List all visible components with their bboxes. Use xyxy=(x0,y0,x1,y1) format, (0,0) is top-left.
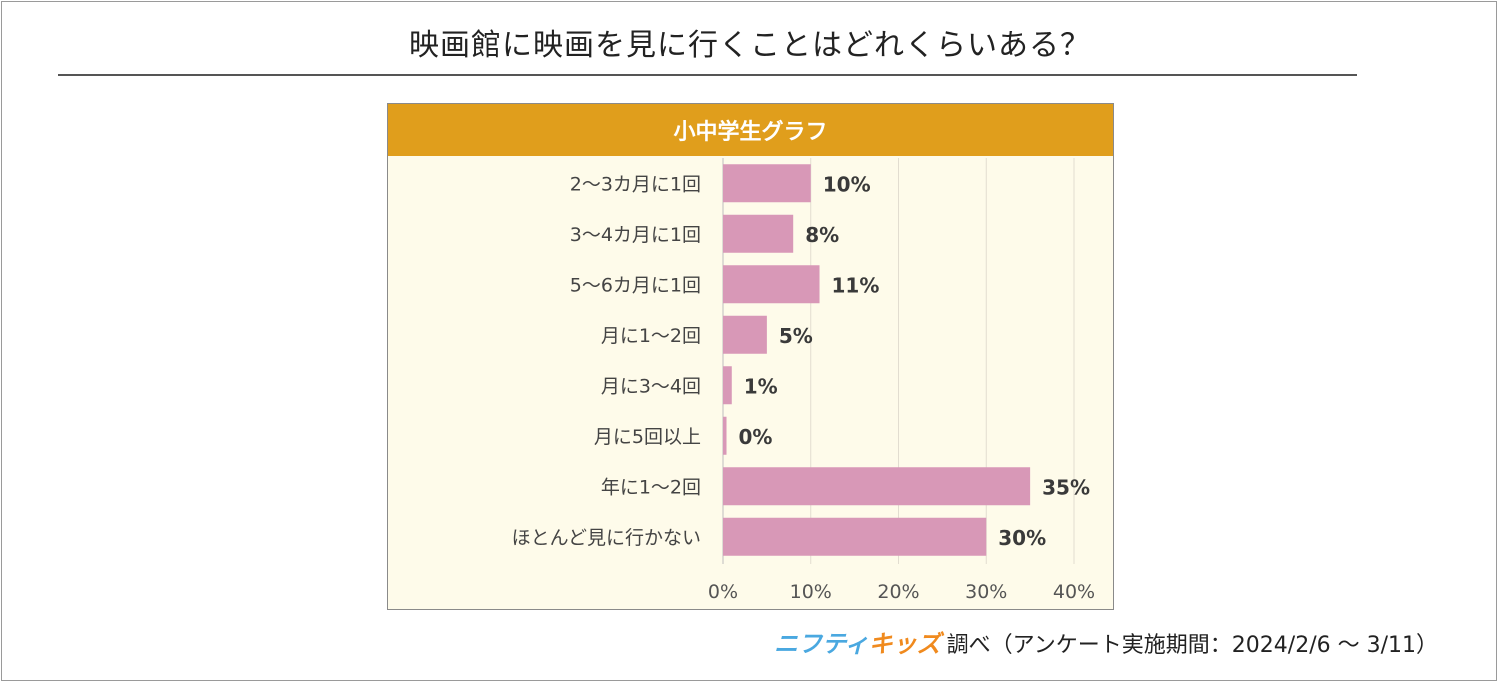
value-label: 0% xyxy=(739,425,773,449)
category-label: 5～6カ月に1回 xyxy=(570,274,701,296)
x-tick-label: 10% xyxy=(790,581,832,603)
category-label: 年に1～2回 xyxy=(601,476,701,498)
value-label: 5% xyxy=(779,324,813,348)
bar xyxy=(723,265,820,304)
category-label: 2～3カ月に1回 xyxy=(570,173,701,195)
category-label: 月に5回以上 xyxy=(594,426,701,448)
value-label: 11% xyxy=(832,273,880,297)
footer-credit: ニフティ キッズ 調べ（アンケート実施期間：2024/2/6 ～ 3/11） xyxy=(774,624,1438,659)
bar xyxy=(723,467,1031,506)
bar xyxy=(723,164,811,203)
bar xyxy=(723,315,767,354)
value-label: 35% xyxy=(1042,475,1090,499)
bar xyxy=(723,366,732,405)
category-label: 3～4カ月に1回 xyxy=(570,224,701,246)
value-label: 1% xyxy=(744,374,778,398)
bar-chart: 2～3カ月に1回 10% 3～4カ月に1回 8% 5～6カ月に1回 11% 月に1～2回 5%… xyxy=(512,158,1095,603)
value-label: 30% xyxy=(998,526,1046,550)
chart-title: 映画館に映画を見に行くことはどれくらいある？ xyxy=(409,28,1091,63)
niftykids-logo: ニフティ キッズ xyxy=(774,624,941,659)
value-label: 8% xyxy=(805,223,839,247)
logo-text-kids: キッズ xyxy=(868,630,941,658)
bar xyxy=(723,416,727,455)
category-label: 月に3～4回 xyxy=(601,375,701,397)
survey-note: 調べ（アンケート実施期間：2024/2/6 ～ 3/11） xyxy=(946,633,1438,658)
title-underline xyxy=(58,74,1357,76)
chart-panel: 小中学生グラフ 2～3カ月に1回 10% 3～4カ月に1回 8% 5～6カ月に1回 11%… xyxy=(387,103,1114,610)
x-tick-label: 40% xyxy=(1053,581,1095,603)
x-tick-label: 30% xyxy=(965,581,1007,603)
logo-text-nifty: ニフティ xyxy=(774,630,869,658)
value-label: 10% xyxy=(823,172,871,196)
category-label: 月に1～2回 xyxy=(601,325,701,347)
category-label: ほとんど見に行かない xyxy=(512,527,701,549)
panel-header: 小中学生グラフ xyxy=(388,104,1113,156)
bar xyxy=(723,517,987,556)
x-tick-label: 20% xyxy=(877,581,919,603)
x-tick-label: 0% xyxy=(708,581,738,603)
bar xyxy=(723,214,794,253)
